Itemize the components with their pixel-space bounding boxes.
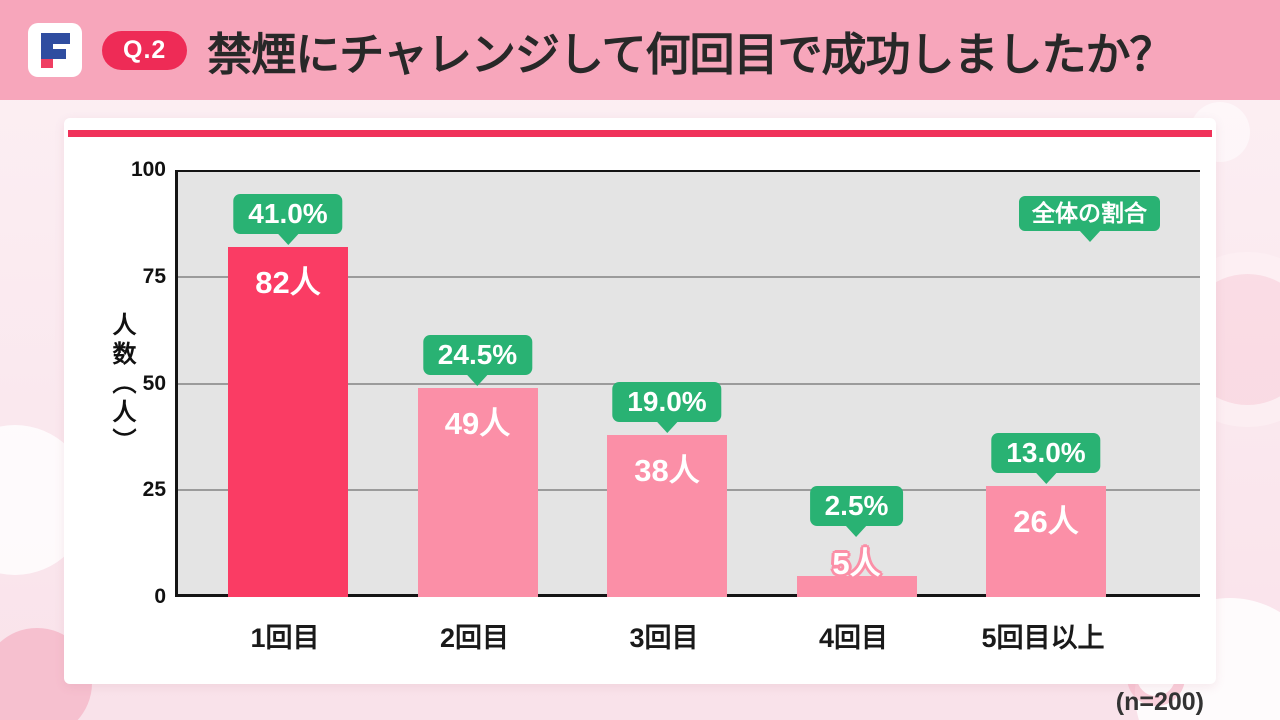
page-title: 禁煙にチャレンジして何回目で成功しましたか？	[207, 28, 1174, 80]
x-axis-labels: 1回目 2回目 3回目 4回目 5回目以上	[175, 612, 1200, 653]
brand-logo-icon	[28, 23, 82, 77]
gridline-100	[178, 170, 1200, 172]
y-tick-75: 75	[142, 265, 166, 288]
gridline-75	[178, 276, 1200, 278]
bar-value-label: 38人	[634, 453, 700, 488]
y-tick-25: 25	[142, 478, 166, 501]
percent-badge: 2.5%	[809, 486, 904, 526]
sample-size: (n=200)	[1115, 688, 1204, 716]
percent-badge: 19.0%	[612, 382, 722, 422]
chart-card: 人数（人） 0 25 50 75 100 全体の割合 82人 41.0% 49人 24.5% 3…	[64, 118, 1216, 684]
bar-value-label: 49人	[444, 406, 511, 441]
card-accent-line	[68, 130, 1212, 137]
plot-area: 全体の割合 82人 41.0% 49人 24.5% 38人 19.0% 5人 2.5% 26人 1…	[175, 170, 1200, 597]
percent-badge: 24.5%	[422, 335, 533, 375]
y-tick-50: 50	[142, 372, 166, 395]
bar-5回目以上	[986, 486, 1106, 597]
y-axis-title: 人数（人）	[108, 312, 135, 457]
bar-value-label: 5人	[832, 546, 881, 581]
y-tick-100: 100	[130, 158, 166, 181]
question-number-badge: Q.2	[102, 30, 188, 70]
x-axis-label-4回目: 4回目	[818, 623, 889, 653]
bar-2回目	[417, 388, 538, 597]
bar-value-label: 82人	[255, 265, 321, 300]
x-axis-label-3回目: 3回目	[629, 623, 699, 653]
x-axis-label-5回目以上: 5回目以上	[981, 623, 1105, 653]
x-axis-label-2回目: 2回目	[439, 623, 510, 653]
bar-4回目	[796, 576, 917, 597]
legend-badge: 全体の割合	[1019, 196, 1160, 231]
bar-value-label: 26人	[1013, 504, 1079, 539]
bar-3回目	[607, 435, 727, 597]
header-banner: Q.2 禁煙にチャレンジして何回目で成功しましたか？	[0, 0, 1280, 100]
bar-1回目	[228, 247, 348, 597]
percent-badge: 13.0%	[991, 433, 1101, 473]
percent-badge: 41.0%	[233, 194, 343, 234]
y-axis-ticks: 0 25 50 75 100	[92, 158, 166, 608]
x-axis-label-1回目: 1回目	[250, 623, 320, 653]
y-tick-0: 0	[154, 585, 166, 608]
